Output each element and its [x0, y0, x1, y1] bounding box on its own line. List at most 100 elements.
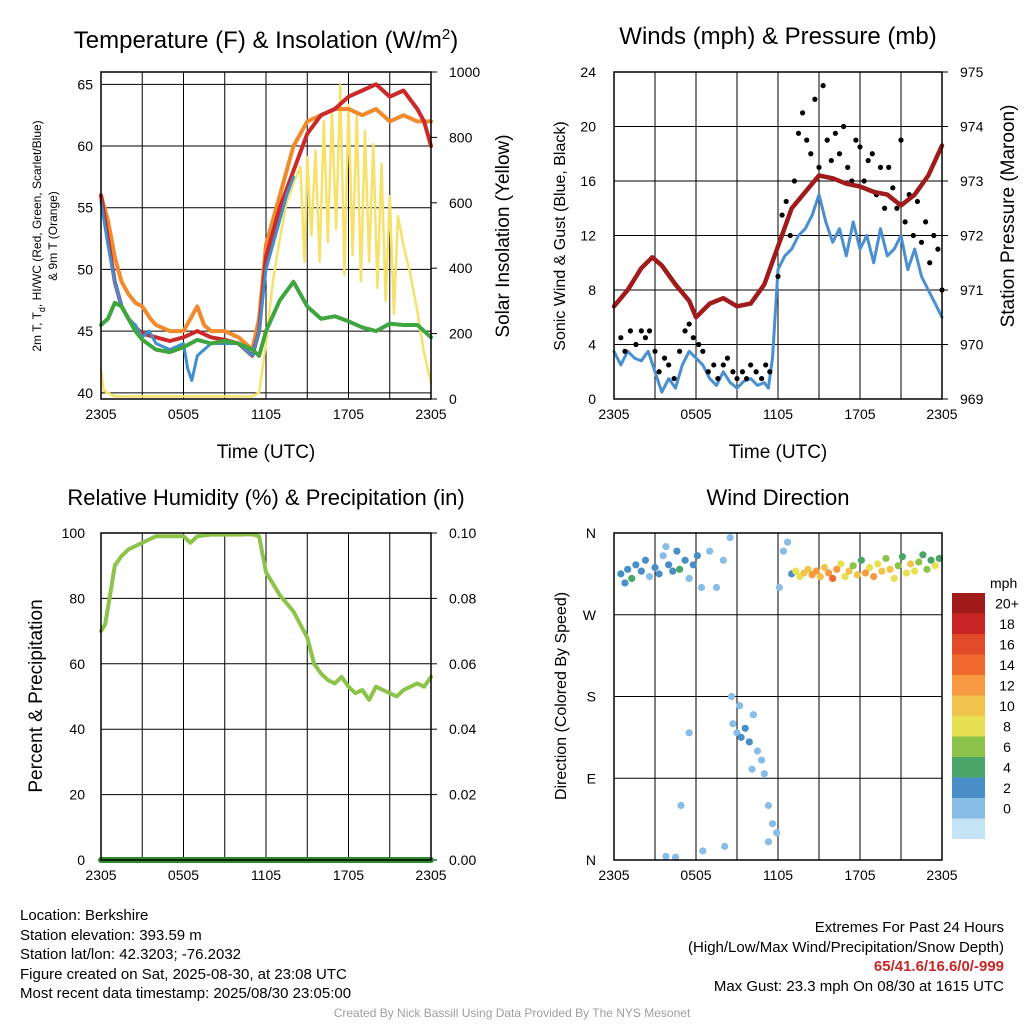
- created-text: Figure created on Sat, 2025-08-30, at 23…: [20, 965, 347, 983]
- dir-point: [736, 701, 744, 710]
- dir-point: [804, 565, 812, 573]
- wind-ytick-label: 12: [580, 228, 596, 244]
- dir-point: [906, 560, 915, 568]
- wind-gust-point: [828, 157, 834, 164]
- dir-point: [878, 567, 886, 575]
- dir-point: [729, 720, 737, 728]
- wind-gust-point: [890, 185, 896, 191]
- wind-gust-point: [886, 164, 892, 170]
- temp-y2tick-label: 200: [449, 326, 473, 342]
- wind-gust-point: [656, 369, 662, 375]
- colorbar-swatch: [952, 736, 985, 757]
- dir-ytick-label: W: [583, 607, 597, 623]
- wind-y2tick-label: 973: [960, 173, 984, 189]
- wind-gust-point: [720, 362, 726, 368]
- rh-ytick-label: 100: [62, 525, 86, 541]
- wind-gust-point: [622, 348, 628, 354]
- dir-point: [753, 747, 762, 755]
- dir-point: [775, 583, 783, 592]
- colorbar-label: 16: [999, 637, 1015, 653]
- dir-point: [874, 560, 882, 568]
- rh-y2tick-label: 0.02: [449, 787, 476, 803]
- dir-point: [719, 556, 727, 564]
- wind-gust-point: [730, 369, 736, 375]
- max-gust-text: Max Gust: 23.3 mph On 08/30 at 1615 UTC: [713, 977, 1004, 995]
- colorbar-label: 12: [999, 678, 1015, 694]
- wind-gust-point: [918, 239, 925, 245]
- dir-point: [849, 562, 857, 570]
- dir-point: [845, 567, 853, 575]
- dir-point: [617, 570, 625, 578]
- dir-point: [655, 570, 663, 578]
- colorbar-swatch: [952, 593, 985, 614]
- wind-xlabel: Time (UTC): [729, 442, 828, 463]
- wind-speed-line: [612, 193, 944, 394]
- dir-point: [824, 569, 833, 577]
- dir-point: [816, 573, 824, 581]
- wind-gust-point: [661, 355, 668, 361]
- colorbar-label: 2: [1003, 780, 1011, 796]
- temp-panel: 2305 0505 1105 1705 2305 40 45 50 55 60 65 0 200 400 6…: [30, 26, 514, 463]
- wind-gust-point: [633, 341, 639, 348]
- dir-point: [890, 574, 898, 583]
- temp-ytick-label: 55: [77, 200, 93, 216]
- extremes-panel: Extremes For Past 24 Hours (High/Low/Max…: [688, 918, 1004, 996]
- dir-xtick-label: 2305: [598, 867, 629, 883]
- wind-gust-point: [638, 328, 644, 334]
- rh-xtick-label: 1705: [333, 867, 364, 883]
- wind-gust-point: [682, 328, 688, 334]
- wind-gust-point: [931, 232, 937, 239]
- dir-ytick-label: N: [586, 852, 596, 868]
- rh-xtick-label: 2305: [415, 867, 446, 883]
- wind-gust-point: [857, 144, 863, 150]
- wind-gust-point: [666, 362, 672, 368]
- dir-point: [621, 579, 629, 587]
- wind-gust-point: [686, 321, 692, 327]
- dir-point: [706, 547, 714, 555]
- elevation-text: Station elevation: 393.59 m: [20, 926, 202, 944]
- wind-gust-point: [812, 96, 818, 102]
- dir-point: [783, 538, 792, 546]
- colorbar-label: 10: [999, 698, 1015, 714]
- dir-point: [768, 820, 777, 828]
- temp-plot-border: [100, 71, 432, 400]
- wind-gust-point: [618, 335, 624, 341]
- dir-point: [886, 565, 894, 573]
- colorbar-swatch: [952, 777, 985, 798]
- wind-xtick-label: 2305: [926, 406, 957, 422]
- wind-gust-point: [910, 232, 916, 239]
- extremes-subtitle: (High/Low/Max Wind/Precipitation/Snow De…: [688, 938, 1004, 956]
- wind-gust-point: [753, 369, 759, 375]
- dir-point: [741, 724, 749, 732]
- timestamp-text: Most recent data timestamp: 2025/08/30 2…: [20, 985, 352, 1002]
- colorbar-swatch: [952, 757, 985, 778]
- dir-point: [919, 551, 927, 559]
- dir-point: [764, 801, 773, 810]
- dir-plot-border: [613, 532, 943, 861]
- colorbar-label: 6: [1003, 739, 1011, 755]
- wind-xtick-label: 1705: [844, 406, 875, 422]
- colorbar-swatch: [952, 654, 985, 675]
- dir-point: [637, 567, 645, 575]
- wind-gust-point: [894, 205, 900, 211]
- dir-point: [659, 552, 667, 560]
- wind-panel: 2305 0505 1105 1705 230504812162024969970971…: [552, 23, 1019, 463]
- dir-point: [837, 560, 845, 568]
- wind-gust-point: [627, 328, 634, 334]
- wind-gust-point: [923, 219, 929, 225]
- wind-gust-point: [787, 232, 793, 239]
- temp-xtick-label: 1705: [333, 406, 364, 422]
- dir-point: [865, 563, 874, 572]
- rh-ytick-label: 40: [69, 721, 85, 737]
- wind-y2tick-label: 974: [960, 119, 984, 135]
- wind-ytick-label: 24: [580, 64, 596, 80]
- speed-colorbar: mph 20+ 18 16 14 12 10 8 6 4 2 0: [952, 575, 1019, 839]
- dir-point: [685, 574, 693, 583]
- wind-gust-point: [808, 151, 814, 157]
- dir-title: Wind Direction: [706, 485, 849, 510]
- wind-gust-point: [795, 130, 802, 136]
- wind-gust-point: [869, 151, 875, 157]
- wind-y2tick-label: 972: [960, 228, 984, 244]
- rh-xtick-label: 2305: [85, 867, 116, 883]
- wind-ytick-label: 0: [588, 391, 596, 407]
